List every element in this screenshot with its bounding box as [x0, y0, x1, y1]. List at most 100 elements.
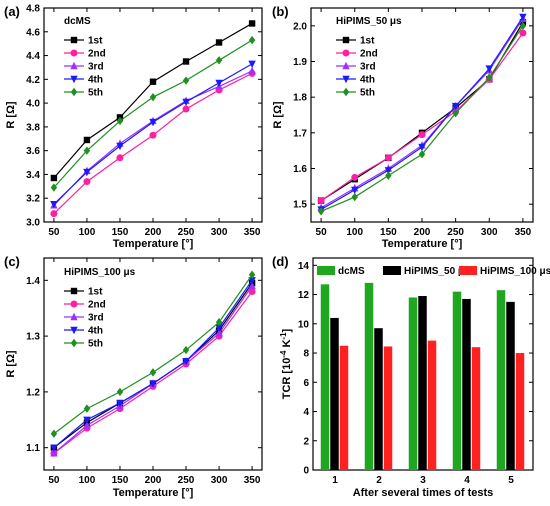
data-point	[215, 317, 223, 327]
y-axis-label: R [Ω]	[5, 350, 17, 377]
x-tick-label: 350	[515, 227, 532, 238]
data-point	[83, 421, 91, 429]
data-point	[83, 416, 91, 424]
legend-entry: 3rd	[64, 313, 104, 324]
y-tick-label: 4.0	[26, 99, 40, 110]
panel-title: HiPIMS_50 μs	[336, 16, 402, 27]
bar	[330, 317, 339, 470]
legend-marker	[342, 49, 350, 57]
data-point	[351, 192, 358, 202]
series-line	[53, 274, 253, 435]
y-tick-label: 1.6	[293, 164, 307, 175]
data-point	[149, 118, 157, 127]
y-axis-label-part: TCR [10	[281, 358, 293, 400]
y-tick-label: 12	[298, 290, 310, 301]
series-line	[320, 32, 524, 202]
data-point	[83, 146, 91, 155]
x-tick-label: 300	[211, 227, 228, 238]
legend-label: 3rd	[360, 62, 376, 73]
x-tick-label: 250	[178, 227, 195, 238]
data-point	[116, 387, 124, 397]
x-tick-label: 350	[244, 227, 261, 238]
y-axis-label-part: -4	[279, 350, 288, 358]
bar	[506, 301, 515, 470]
legend-marker	[70, 36, 78, 44]
legend-label: 4th	[360, 75, 375, 86]
legend-label: 1st	[360, 36, 375, 47]
data-point	[116, 116, 124, 126]
legend-label: HiPIMS_100 μs	[480, 266, 550, 277]
x-tick-label: 350	[244, 475, 261, 486]
series-line	[53, 39, 253, 188]
x-axis-label: Temperature [°]	[113, 238, 194, 250]
bar	[496, 290, 506, 470]
bar	[515, 353, 525, 470]
data-point	[149, 131, 157, 139]
data-point	[50, 449, 58, 457]
data-point	[519, 21, 527, 31]
legend-entry: 4th	[336, 75, 375, 86]
y-tick-label: 1.2	[26, 387, 40, 398]
data-point	[418, 143, 426, 152]
y-axis-label-part: K	[281, 339, 293, 350]
bar	[471, 347, 481, 470]
bar	[320, 284, 330, 470]
data-point	[149, 78, 157, 85]
legend-marker	[70, 326, 78, 335]
x-tick-label: 100	[79, 475, 96, 486]
legend-entry: 1st	[64, 36, 103, 47]
data-point	[182, 345, 190, 355]
data-point	[149, 92, 157, 102]
bar	[452, 291, 462, 470]
legend-label: 2nd	[88, 300, 106, 311]
legend-swatch	[383, 266, 401, 275]
legend-label: 2nd	[88, 49, 106, 60]
legend-marker	[342, 75, 350, 84]
data-point	[248, 277, 256, 285]
data-point	[83, 168, 91, 177]
legend-label: HiPIMS_50 μs	[404, 266, 470, 277]
legend-label: 3rd	[88, 313, 104, 324]
x-tick-label: 100	[79, 227, 96, 238]
panel-c: 50 100 150 200 250 300 350 1.1 1.2 1.3 1.4 Temperat…	[4, 254, 263, 499]
legend-swatch	[459, 266, 477, 275]
legend-label: 1st	[88, 287, 103, 298]
bar	[462, 298, 471, 470]
y-tick-label: 3.6	[26, 146, 40, 157]
series-2nd	[317, 29, 527, 205]
legend-marker	[70, 87, 78, 97]
legend-marker	[70, 75, 78, 84]
data-point	[485, 65, 493, 73]
data-point	[50, 444, 58, 452]
data-point	[384, 167, 393, 175]
data-point	[116, 142, 124, 151]
data-point	[248, 35, 256, 45]
x-tick-label: 200	[145, 475, 162, 486]
y-tick-label: 4	[303, 407, 309, 418]
legend-label: 4th	[88, 75, 103, 86]
y-tick-label: 2	[303, 436, 309, 447]
bar	[427, 340, 437, 470]
legend-swatch	[317, 266, 335, 275]
data-point	[83, 404, 91, 413]
data-point	[215, 329, 223, 337]
x-tick-label: 200	[414, 227, 431, 238]
y-tick-label: 3.2	[26, 194, 40, 205]
x-tick-label: 50	[316, 227, 328, 238]
x-tick-label: 200	[145, 227, 162, 238]
series-4th	[50, 277, 256, 452]
y-tick-label: 3.0	[26, 218, 40, 229]
legend-entry: HiPIMS_50 μs	[383, 266, 470, 277]
x-tick-label: 1	[332, 475, 338, 486]
data-point	[418, 131, 426, 139]
panel-label: (a)	[4, 4, 20, 19]
x-tick-label: 2	[376, 475, 382, 486]
series-4th	[50, 60, 256, 209]
x-tick-label: 150	[112, 227, 129, 238]
data-point	[116, 399, 124, 408]
y-tick-label: 1.5	[293, 200, 307, 211]
panel-title: HiPIMS_100 μs	[64, 267, 136, 278]
legend-entry: 5th	[64, 88, 103, 99]
data-point	[248, 60, 256, 69]
